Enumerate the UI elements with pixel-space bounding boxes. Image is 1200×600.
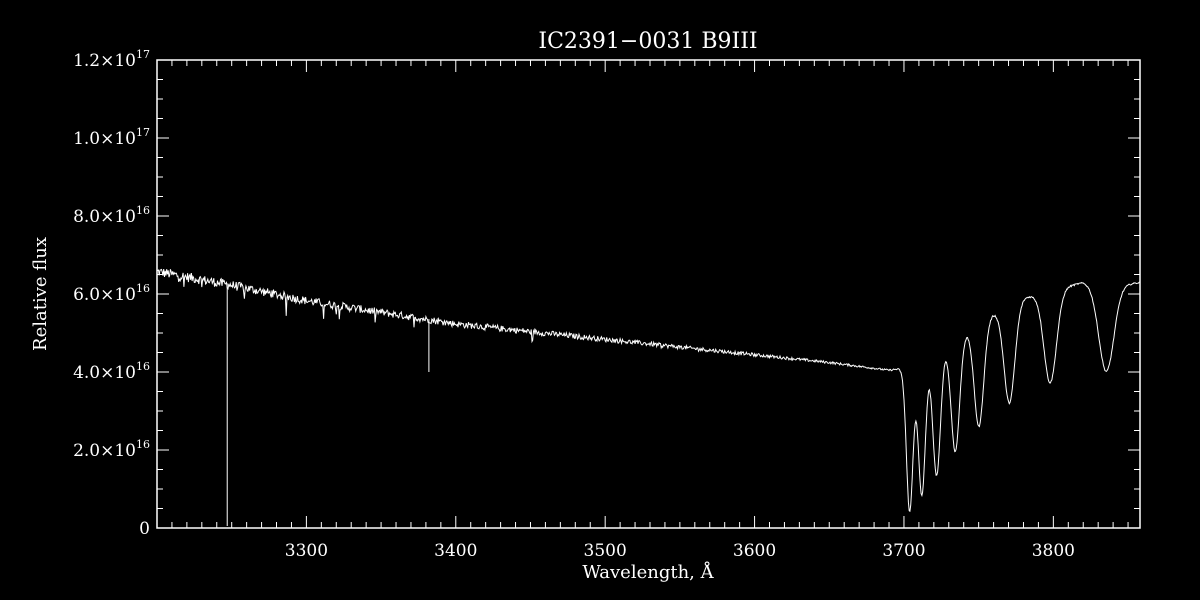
x-tick-label: 3700 xyxy=(882,541,925,561)
y-tick-labels: 0 2.0×1016 4.0×1016 6.0×1016 8.0×1016 1.0×101… xyxy=(73,48,150,539)
y-tick-label: 6.0×1016 xyxy=(73,282,150,305)
x-tick-label: 3500 xyxy=(584,541,627,561)
x-tick-label: 3400 xyxy=(434,541,477,561)
y-tick-label: 0 xyxy=(139,519,150,539)
y-tick-label: 2.0×1016 xyxy=(73,438,150,461)
x-axis-label: Wavelength, Å xyxy=(582,561,714,583)
spectrum-line xyxy=(156,268,1141,513)
x-tick-label: 3300 xyxy=(285,541,328,561)
x-tick-label: 3600 xyxy=(733,541,776,561)
y-tick-label: 1.0×1017 xyxy=(73,126,150,149)
y-tick-label: 4.0×1016 xyxy=(73,360,150,383)
chart-title: IC2391−0031 B9III xyxy=(538,29,757,54)
x-tick-label: 3800 xyxy=(1032,541,1075,561)
y-tick-label: 1.2×1017 xyxy=(73,48,150,71)
spectrum-spikes xyxy=(226,283,430,527)
x-tick-labels: 3300 3400 3500 3600 3700 3800 xyxy=(285,541,1075,561)
axis-ticks xyxy=(157,59,1140,529)
y-tick-label: 8.0×1016 xyxy=(73,204,150,227)
y-axis-label: Relative flux xyxy=(30,237,51,351)
